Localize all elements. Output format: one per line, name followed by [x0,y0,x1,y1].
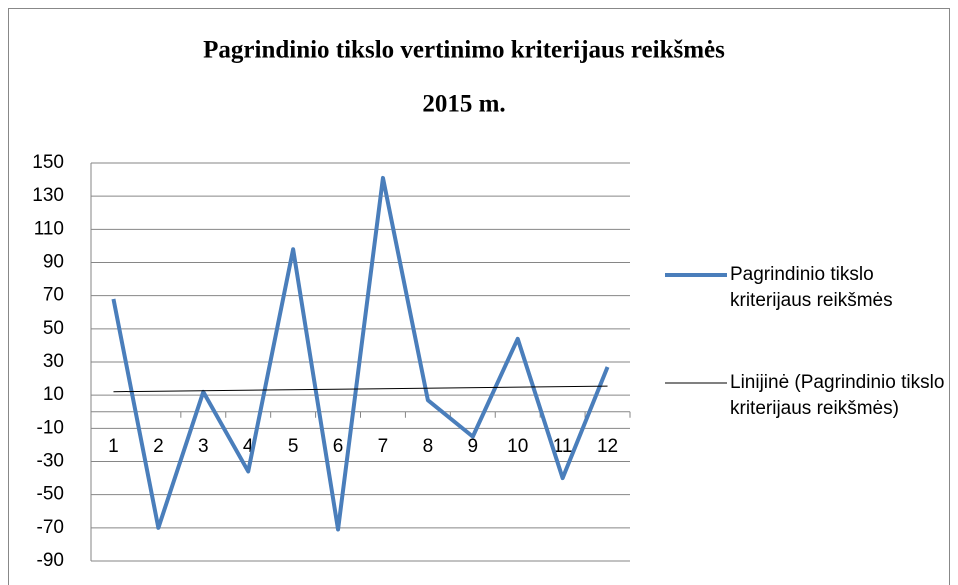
y-tick-label: 50 [43,318,64,339]
y-tick-label: -10 [37,417,64,438]
x-tick-label: 11 [553,436,573,457]
x-tick-label: 5 [288,436,299,457]
x-tick-label: 8 [423,436,434,457]
y-tick-label: -30 [37,451,64,472]
x-tick-label: 10 [507,436,528,457]
x-tick-label: 4 [243,436,254,457]
y-tick-label: 130 [32,185,64,206]
x-tick-label: 3 [198,436,209,457]
y-tick-label: 150 [32,152,64,173]
trend-line [113,385,608,393]
x-tick-label: 6 [333,436,344,457]
x-tick-label: 7 [378,436,389,457]
legend-label: Linijinė (Pagrindinio tikslo kriterijaus… [730,372,945,419]
x-tick-label: 12 [597,436,618,457]
x-tick-label: 2 [153,436,164,457]
data-line [111,175,610,532]
legend-label: Pagrindinio tikslo kriterijaus reikšmės [730,264,893,311]
y-tick-label: -70 [37,517,64,538]
y-tick-label: 90 [43,252,64,273]
x-tick-label: 9 [468,436,479,457]
y-tick-label: 30 [43,351,64,372]
y-tick-label: 110 [34,218,64,239]
y-tick-label: -50 [37,484,64,505]
y-tick-label: 10 [43,384,64,405]
x-tick-label: 1 [108,436,119,457]
chart-subtitle: 2015 m. [422,91,505,118]
y-tick-label: -90 [37,550,64,571]
y-tick-label: 70 [43,285,64,306]
chart-title: Pagrindinio tikslo vertinimo kriterijaus… [203,37,725,64]
chart-border [8,8,950,585]
